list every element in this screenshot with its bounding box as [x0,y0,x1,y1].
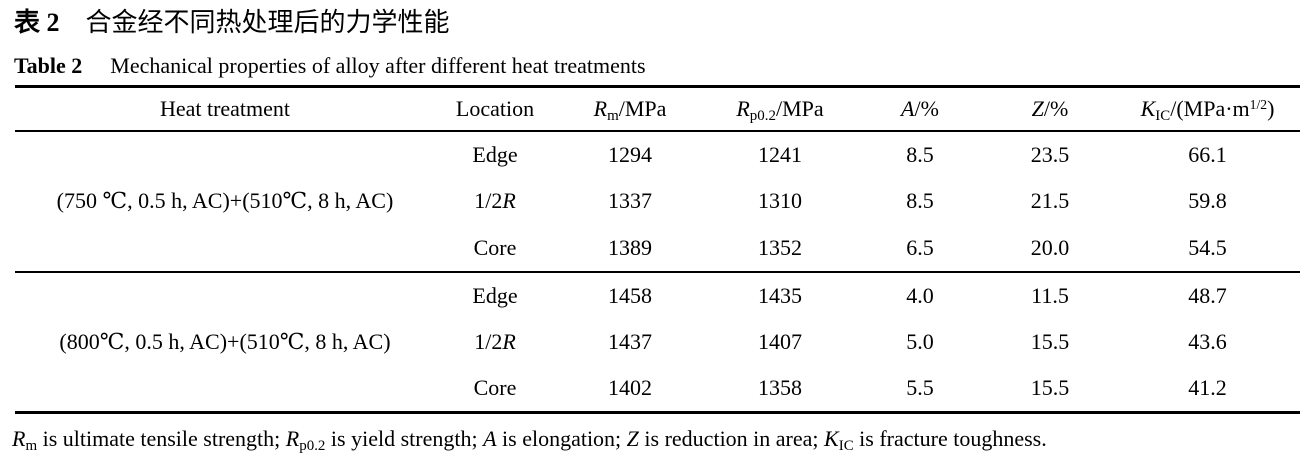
table-caption-en-label: Table 2 [14,53,83,78]
cell-a: 8.5 [906,141,934,167]
col-header-heat-treatment: Heat treatment [159,95,291,121]
table-caption-zh-title: 合金经不同热处理后的力学性能 [85,8,450,37]
cell-kic: 48.7 [1188,282,1227,308]
cell-location: Edge [472,141,518,167]
cell-rm: 1458 [608,282,652,308]
cell-treatment: (750 ℃, 0.5 h, AC)+(510℃, 8 h, AC) [56,188,394,213]
cell-rp02: 1358 [758,375,802,401]
cell-location: 1/2R [474,188,516,213]
cell-a: 4.0 [906,282,934,308]
cell-a: 5.5 [906,375,934,401]
table-caption-zh: 表 2 合金经不同热处理后的力学性能 [14,6,1305,40]
cell-rm: 1337 [608,188,652,213]
treatment-group-750: (750 ℃, 0.5 h, AC)+(510℃, 8 h, AC) Edge … [15,131,1300,272]
header-row: Heat treatment Location Rm/MPa Rp0.2/MPa… [15,87,1300,131]
cell-a: 8.5 [906,188,934,213]
table-row: (800℃, 0.5 h, AC)+(510℃, 8 h, AC) Edge 1… [15,272,1300,354]
table-caption-zh-label: 表 2 [14,8,60,37]
col-header-a: A/% [901,95,939,121]
cell-z: 11.5 [1031,282,1069,308]
cell-kic: 43.6 [1188,329,1227,354]
cell-kic: 66.1 [1188,141,1227,167]
cell-location: Core [473,234,517,260]
table-row: (750 ℃, 0.5 h, AC)+(510℃, 8 h, AC) Edge … [15,131,1300,214]
cell-rp02: 1435 [758,282,802,308]
cell-a: 5.0 [906,329,934,354]
cell-location: 1/2R [474,329,516,354]
col-header-rm: Rm/MPa [593,95,667,124]
table-row: Core 1402 1358 5.5 15.5 41.2 [15,366,1300,413]
cell-rm: 1402 [608,375,652,401]
cell-location: Core [473,375,517,401]
cell-kic: 41.2 [1188,375,1227,401]
cell-a: 6.5 [906,234,934,260]
table-caption-en-title: Mechanical properties of alloy after dif… [110,53,646,78]
cell-rp02: 1352 [758,234,802,260]
table-row: Core 1389 1352 6.5 20.0 54.5 [15,225,1300,272]
cell-z: 23.5 [1030,141,1070,167]
cell-treatment: (800℃, 0.5 h, AC)+(510℃, 8 h, AC) [59,328,391,354]
cell-kic: 54.5 [1188,234,1227,260]
table-row: 1/2R 1437 1407 5.0 15.5 43.6 [15,319,1300,366]
cell-rp02: 1407 [758,329,802,354]
cell-rp02: 1310 [758,188,802,213]
cell-rm: 1389 [608,234,652,260]
cell-rp02: 1241 [758,141,802,167]
cell-kic: 59.8 [1188,188,1227,213]
table-footnote: Rm is ultimate tensile strength; Rp0.2 i… [12,426,1047,455]
cell-z: 15.5 [1030,375,1070,401]
table-row: 1/2R 1337 1310 8.5 21.5 59.8 [15,178,1300,225]
treatment-group-800: (800℃, 0.5 h, AC)+(510℃, 8 h, AC) Edge 1… [15,272,1300,413]
mechanical-properties-table: Heat treatment Location Rm/MPa Rp0.2/MPa… [15,85,1300,414]
table-caption-en: Table 2 Mechanical properties of alloy af… [14,52,1305,80]
cell-z: 15.5 [1030,329,1070,354]
cell-location: Edge [472,282,518,308]
table-header: Heat treatment Location Rm/MPa Rp0.2/MPa… [15,86,1300,131]
col-header-kic: KIC/(MPa·m1/2) [1140,95,1275,124]
cell-z: 21.5 [1030,188,1070,213]
cell-rm: 1437 [608,329,652,354]
col-header-z: Z/% [1031,95,1069,121]
cell-rm: 1294 [608,141,652,167]
cell-z: 20.0 [1030,234,1070,260]
col-header-rp02: Rp0.2/MPa [736,95,824,124]
col-header-location: Location [455,95,535,121]
